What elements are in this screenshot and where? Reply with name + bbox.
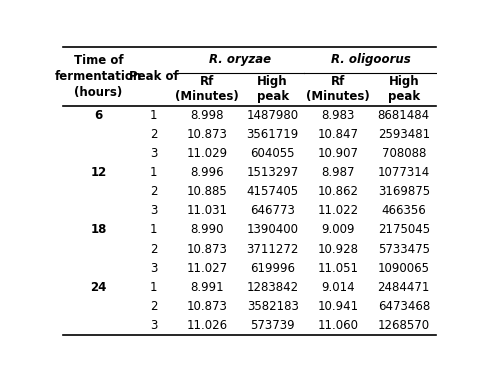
Text: 11.027: 11.027 [187,262,227,275]
Text: 3561719: 3561719 [246,128,299,141]
Text: 4157405: 4157405 [246,185,299,198]
Text: 2: 2 [150,300,157,313]
Text: 2593481: 2593481 [378,128,430,141]
Text: 10.873: 10.873 [187,300,227,313]
Text: 10.907: 10.907 [318,147,359,160]
Text: 9.009: 9.009 [321,223,355,237]
Text: 1: 1 [150,109,157,122]
Text: 6473468: 6473468 [378,300,430,313]
Text: 10.928: 10.928 [318,243,359,256]
Text: 3169875: 3169875 [378,185,430,198]
Text: 10.862: 10.862 [318,185,359,198]
Text: 3: 3 [150,319,157,332]
Text: 1: 1 [150,223,157,237]
Text: 646773: 646773 [250,204,295,217]
Text: 3711272: 3711272 [246,243,299,256]
Text: R. oryzae: R. oryzae [209,53,271,66]
Text: 11.022: 11.022 [318,204,359,217]
Text: 12: 12 [90,166,106,179]
Text: 8.998: 8.998 [191,109,224,122]
Text: 1390400: 1390400 [246,223,298,237]
Text: 2484471: 2484471 [378,281,430,294]
Text: Rf
(Minutes): Rf (Minutes) [306,75,370,103]
Text: 3: 3 [150,147,157,160]
Text: 10.885: 10.885 [187,185,227,198]
Text: R. oligoorus: R. oligoorus [331,53,411,66]
Text: Rf
(Minutes): Rf (Minutes) [175,75,239,103]
Text: 1513297: 1513297 [246,166,299,179]
Text: 11.051: 11.051 [318,262,359,275]
Text: 1: 1 [150,166,157,179]
Text: 8.996: 8.996 [190,166,224,179]
Text: 8.990: 8.990 [191,223,224,237]
Text: 10.873: 10.873 [187,243,227,256]
Text: 2175045: 2175045 [378,223,430,237]
Text: 1487980: 1487980 [246,109,299,122]
Text: 1268570: 1268570 [378,319,430,332]
Text: 6: 6 [94,109,103,122]
Text: 8.987: 8.987 [321,166,355,179]
Text: 18: 18 [90,223,106,237]
Text: 10.941: 10.941 [318,300,359,313]
Text: 573739: 573739 [250,319,295,332]
Text: 24: 24 [90,281,106,294]
Text: 1090065: 1090065 [378,262,430,275]
Text: 2: 2 [150,128,157,141]
Text: 8.983: 8.983 [322,109,355,122]
Text: 708088: 708088 [382,147,426,160]
Text: 11.029: 11.029 [187,147,227,160]
Text: 3: 3 [150,204,157,217]
Text: 604055: 604055 [250,147,295,160]
Text: Time of
fermentation
(hours): Time of fermentation (hours) [55,54,142,99]
Text: 5733475: 5733475 [378,243,430,256]
Text: 619996: 619996 [250,262,295,275]
Text: 11.060: 11.060 [318,319,359,332]
Text: Peak of: Peak of [129,70,179,83]
Text: 2: 2 [150,185,157,198]
Text: 10.847: 10.847 [318,128,359,141]
Text: High
peak: High peak [257,75,289,103]
Text: High
peak: High peak [388,75,420,103]
Text: 2: 2 [150,243,157,256]
Text: 11.031: 11.031 [187,204,227,217]
Text: 11.026: 11.026 [187,319,227,332]
Text: 1077314: 1077314 [378,166,430,179]
Text: 1283842: 1283842 [246,281,299,294]
Text: 8681484: 8681484 [378,109,430,122]
Text: 3: 3 [150,262,157,275]
Text: 8.991: 8.991 [190,281,224,294]
Text: 10.873: 10.873 [187,128,227,141]
Text: 466356: 466356 [382,204,426,217]
Text: 1: 1 [150,281,157,294]
Text: 9.014: 9.014 [321,281,355,294]
Text: 3582183: 3582183 [247,300,298,313]
